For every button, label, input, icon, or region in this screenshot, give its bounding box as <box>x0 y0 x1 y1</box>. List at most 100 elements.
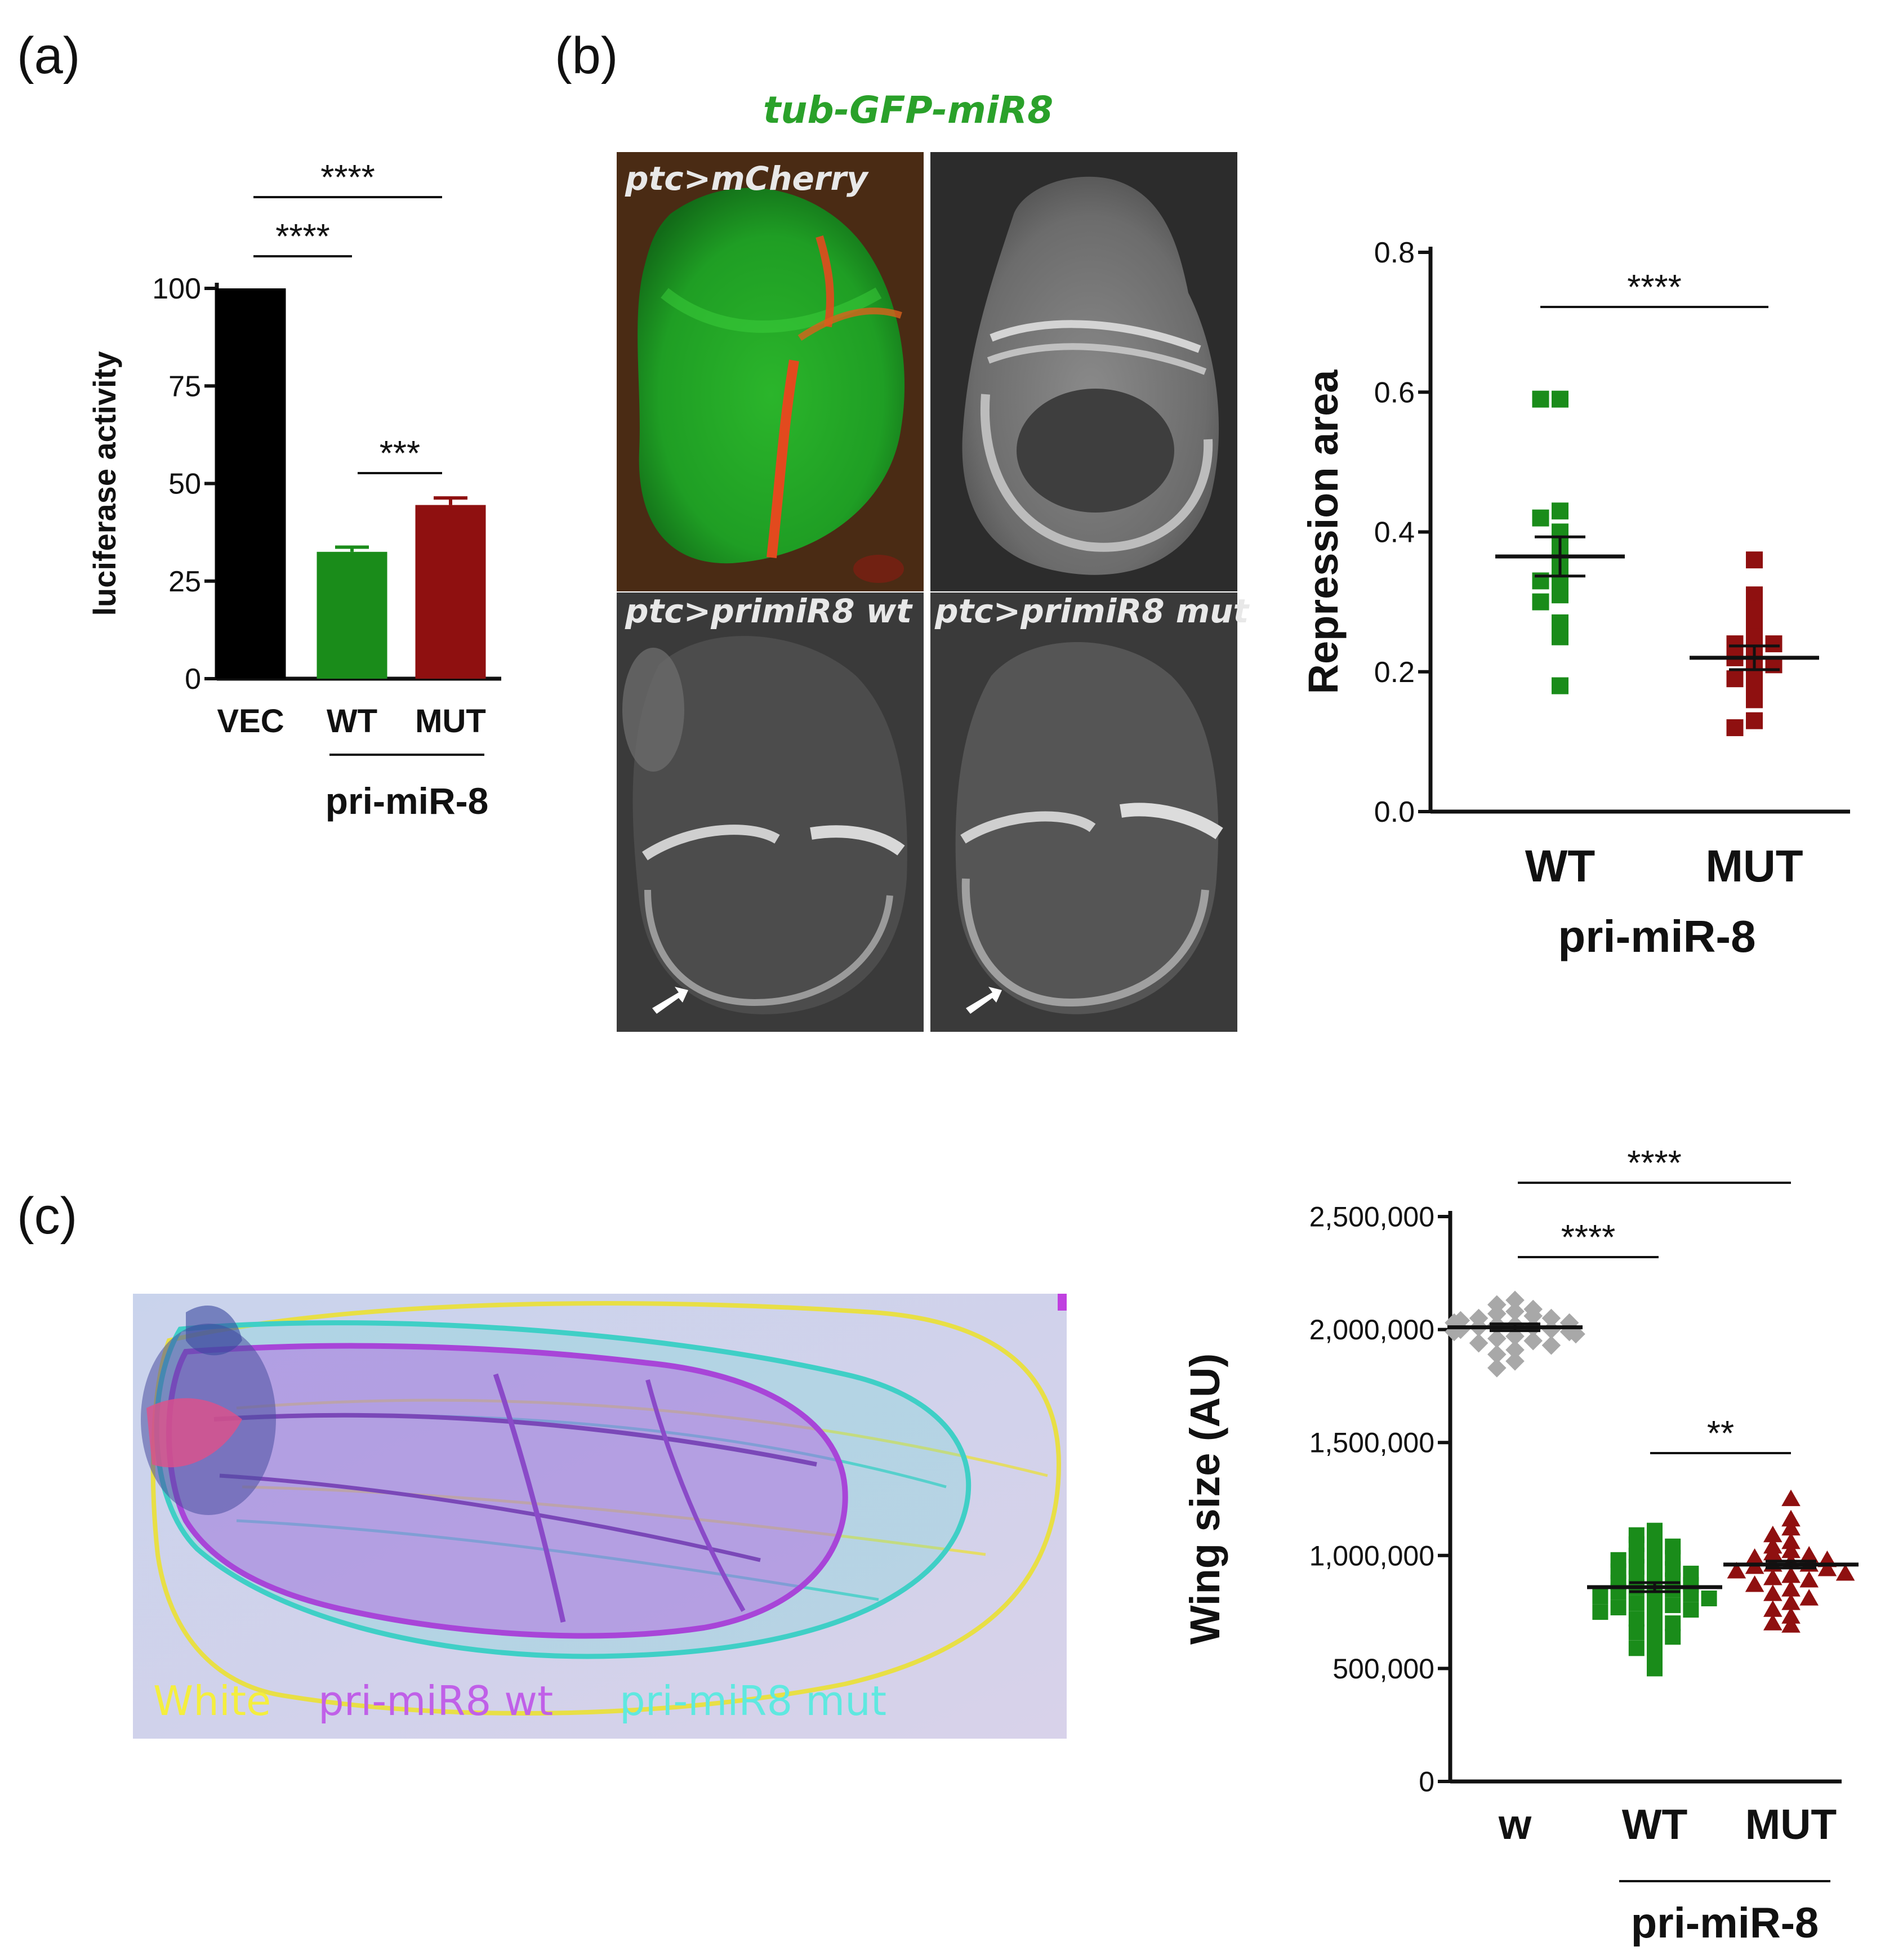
micrograph-gfp-control <box>930 152 1237 591</box>
y-tick-label: 25 <box>168 565 201 598</box>
data-point <box>1835 1564 1855 1581</box>
data-point <box>1505 1302 1525 1321</box>
significance-label: **** <box>1627 268 1682 307</box>
y-tick-label: 50 <box>168 468 201 501</box>
y-tick-label: 0.2 <box>1374 656 1415 689</box>
data-point <box>1552 390 1568 408</box>
bar <box>415 505 486 679</box>
y-axis-label: Repression area <box>1300 369 1347 694</box>
y-tick-label: 100 <box>152 273 201 305</box>
data-point <box>1763 1584 1782 1601</box>
category-label: w <box>1498 1801 1532 1848</box>
data-point <box>1487 1329 1507 1348</box>
data-point <box>1541 1335 1561 1355</box>
data-point <box>1765 635 1782 653</box>
panel-b-letter: (b) <box>555 27 618 84</box>
data-point <box>1799 1571 1819 1588</box>
data-point <box>1665 1629 1681 1645</box>
data-point <box>1781 1541 1801 1558</box>
data-point <box>1665 1581 1681 1597</box>
wing-legend-white: White <box>153 1677 271 1725</box>
data-point <box>1647 1606 1663 1623</box>
bar <box>215 288 286 679</box>
y-tick-label: 0.8 <box>1374 237 1415 269</box>
group-label: pri-miR-8 <box>1558 911 1755 961</box>
significance-label: ** <box>1707 1414 1734 1453</box>
y-tick-label: 0 <box>185 663 201 696</box>
data-point <box>1541 1320 1561 1339</box>
y-tick-label: 0 <box>1419 1766 1434 1798</box>
data-point <box>1532 390 1549 408</box>
data-point <box>1628 1624 1645 1641</box>
micrograph-label-mcherry: ptc>mCherry <box>625 159 869 198</box>
data-point <box>1763 1543 1782 1561</box>
data-point <box>1726 670 1744 688</box>
data-point <box>1665 1615 1681 1632</box>
data-point <box>1799 1589 1819 1606</box>
data-point <box>1647 1633 1663 1650</box>
bar <box>317 551 387 679</box>
chart-a-luciferase: 0 25 50 75 100 VEC WT MUT pri-miR-8 luciferase ac… <box>87 158 501 822</box>
data-point <box>1781 1532 1801 1549</box>
y-tick-label: 2,500,000 <box>1309 1201 1434 1233</box>
data-point <box>1817 1560 1837 1576</box>
data-point <box>1763 1600 1782 1617</box>
data-point <box>1781 1489 1801 1507</box>
data-point <box>1532 593 1549 611</box>
data-point <box>1566 1324 1585 1344</box>
data-point <box>1763 1525 1782 1543</box>
wing-legend-mut: pri-miR8 mut <box>620 1677 886 1725</box>
chart-b-repression-area: 0.0 0.2 0.4 0.6 0.8 WT MUT Repression area pri-m… <box>1300 237 1850 961</box>
y-tick-label: 1,000,000 <box>1309 1540 1434 1571</box>
micrograph-primir8-mut: ptc>primiR8 mut <box>930 592 1250 1032</box>
y-tick-label: 0.6 <box>1374 376 1415 409</box>
wing-overlay-photo: White pri-miR8 wt pri-miR8 mut <box>133 1294 1067 1739</box>
category-label: MUT <box>1745 1801 1837 1848</box>
data-point <box>1746 691 1763 709</box>
data-point <box>1781 1566 1801 1583</box>
data-point <box>1647 1543 1663 1559</box>
wing-legend-wt: pri-miR8 wt <box>318 1677 553 1725</box>
micrograph-panel: tub-GFP-miR8 ptc>mCherry <box>617 88 1250 1032</box>
y-tick-label: 75 <box>168 370 201 403</box>
data-point <box>1552 502 1568 520</box>
data-point <box>1727 1562 1746 1579</box>
micrograph-primir8-wt: ptc>primiR8 wt <box>617 592 924 1032</box>
category-label: WT <box>327 703 377 740</box>
group-label: pri-miR-8 <box>1631 1899 1819 1947</box>
data-point <box>1665 1597 1681 1614</box>
micrograph-label-primir8-mut: ptc>primiR8 mut <box>934 592 1250 630</box>
micrograph-title: tub-GFP-miR8 <box>763 88 1053 132</box>
category-label: VEC <box>217 703 284 740</box>
significance-label: **** <box>275 217 330 256</box>
data-point <box>1628 1611 1645 1627</box>
data-point <box>1781 1616 1801 1633</box>
data-point <box>1647 1593 1663 1609</box>
data-point <box>1781 1580 1801 1597</box>
micrograph-mcherry: ptc>mCherry <box>617 152 924 591</box>
y-tick-label: 2,000,000 <box>1309 1314 1434 1346</box>
data-point <box>1505 1351 1525 1371</box>
data-point <box>1683 1602 1699 1618</box>
y-axis-label: Wing size (AU) <box>1182 1353 1228 1645</box>
panel-c-letter: (c) <box>17 1187 77 1245</box>
data-point <box>1532 509 1549 527</box>
data-point <box>1781 1607 1801 1624</box>
data-point <box>1487 1344 1507 1364</box>
category-label: WT <box>1622 1801 1688 1848</box>
data-point <box>1763 1569 1782 1585</box>
category-label: MUT <box>415 703 486 740</box>
data-point <box>1505 1290 1525 1310</box>
group-label: pri-miR-8 <box>326 780 489 822</box>
data-point <box>1552 677 1568 694</box>
data-point <box>1469 1333 1489 1353</box>
panel-a-letter: (a) <box>17 27 80 84</box>
data-point <box>1592 1604 1608 1620</box>
data-point <box>1781 1518 1801 1536</box>
y-tick-label: 0.4 <box>1374 516 1415 549</box>
chart-c-wing-size: 0 500,000 1,000,000 1,500,000 2,000,000 2,500… <box>1182 1144 1859 1947</box>
data-point <box>1745 1548 1764 1565</box>
data-point <box>1647 1647 1663 1663</box>
micrograph-label-primir8-wt: ptc>primiR8 wt <box>625 592 913 630</box>
